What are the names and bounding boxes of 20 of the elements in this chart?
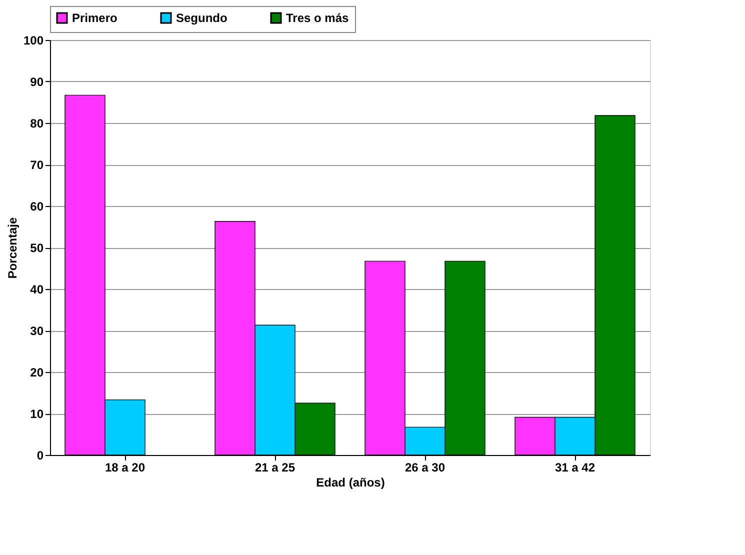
y-tick-label: 50 [30,241,44,255]
x-tick-label: 18 a 20 [104,460,146,474]
y-tick-label: 100 [23,34,44,48]
y-tick-label: 90 [30,75,44,89]
y-tick-label: 0 [36,448,44,462]
x-tick-label: 31 a 42 [554,460,596,474]
x-axis-title: Edad (años) [316,476,385,490]
legend-label: Tres o más [286,11,350,25]
legend-label: Primero [72,11,118,25]
y-tick-label: 30 [30,324,44,338]
y-tick-label: 80 [30,116,44,130]
y-tick-label: 10 [30,407,44,421]
y-tick-label: 60 [30,200,44,214]
y-tick-label: 70 [30,158,44,172]
x-tick-label: 26 a 30 [404,460,446,474]
y-tick-label: 40 [30,282,44,296]
y-tick-label: 20 [30,366,44,380]
legend-label: Segundo [176,11,228,25]
y-axis-title: Porcentaje [5,216,20,279]
x-tick-label: 21 a 25 [254,460,296,474]
